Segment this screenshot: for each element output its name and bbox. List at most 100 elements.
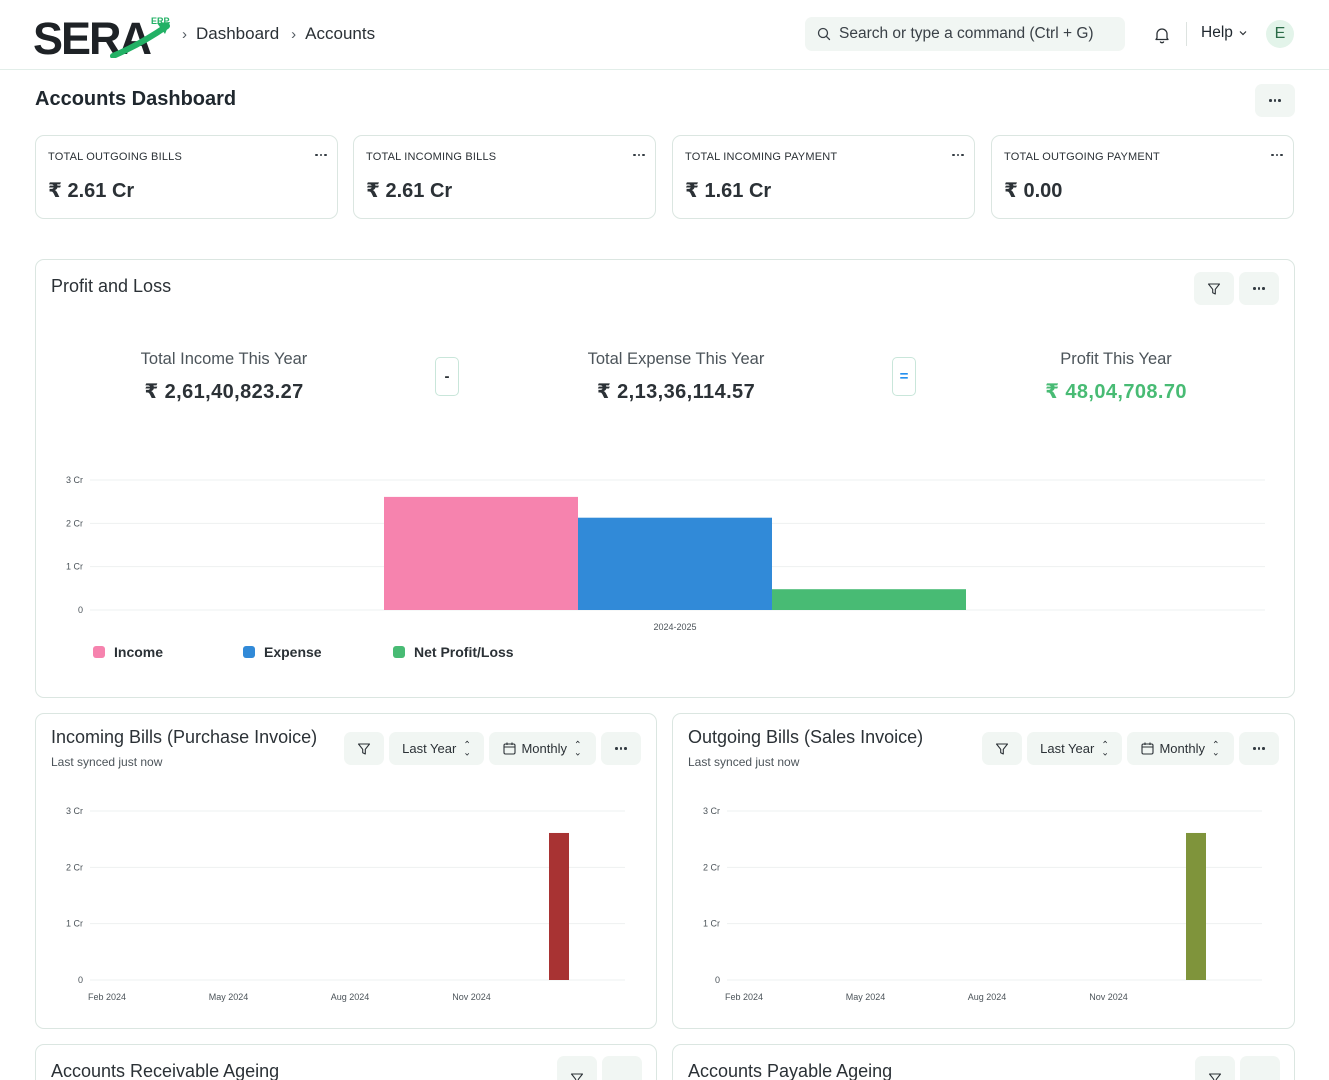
card-label: Total Outgoing Bills (48, 151, 182, 163)
profit-loss-widget: Profit and Loss Total Income This Year ₹… (35, 259, 1295, 698)
updown-chevron-icon: ⌃ ⌄ (463, 738, 471, 758)
bar-net-profit-loss (772, 589, 966, 610)
logo-sup: ERP (151, 16, 170, 26)
card-menu-icon[interactable] (313, 150, 329, 160)
filter-button[interactable] (982, 732, 1022, 765)
filter-button[interactable] (1195, 1056, 1235, 1080)
summary-value: ₹ 48,04,708.70 (1045, 381, 1187, 403)
summary-label: Total Income This Year (140, 350, 308, 368)
x-tick-label: Feb 2024 (725, 992, 763, 1002)
y-tick-label: 1 Cr (703, 919, 720, 929)
summary-label: Total Expense This Year (587, 350, 765, 368)
logo-text: SERA (33, 13, 152, 58)
avatar[interactable]: E (1266, 20, 1294, 48)
notification-bell-icon[interactable] (1152, 25, 1172, 45)
x-tick-label: May 2024 (209, 992, 249, 1002)
legend-swatch (243, 646, 255, 658)
help-label: Help (1201, 24, 1233, 41)
breadcrumb-dashboard[interactable]: Dashboard (196, 24, 280, 43)
summary-label: Profit This Year (1060, 350, 1172, 368)
legend-label: Expense (264, 644, 322, 660)
help-dropdown[interactable]: Help (1201, 24, 1248, 42)
legend-net-profit-loss[interactable]: Net Profit/Loss (393, 644, 514, 660)
widget-menu-button[interactable] (602, 1056, 642, 1080)
y-tick-label: 0 (78, 605, 83, 615)
breadcrumb: › Dashboard › Accounts (180, 24, 385, 44)
interval-select[interactable]: Monthly ⌃ ⌄ (489, 732, 596, 765)
bar-jan-2025 (549, 832, 569, 980)
filter-button[interactable] (1194, 272, 1234, 305)
sera-erp-logo[interactable]: SERA ERP (33, 12, 173, 58)
timespan-select[interactable]: Last Year ⌃ ⌄ (389, 732, 484, 765)
widget-title: Accounts Receivable Ageing (51, 1061, 280, 1080)
summary-value: ₹ 2,61,40,823.27 (144, 381, 304, 403)
widget-menu-button[interactable] (601, 732, 641, 765)
widget-title: Outgoing Bills (Sales Invoice) (688, 727, 924, 747)
y-tick-label: 0 (715, 975, 720, 985)
card-label: Total Outgoing Payment (1004, 151, 1160, 163)
widget-title: Profit and Loss (51, 276, 172, 296)
x-tick-label: Feb 2024 (88, 992, 126, 1002)
widget-title: Incoming Bills (Purchase Invoice) (51, 727, 318, 747)
interval-value: Monthly (1159, 741, 1205, 756)
number-card-outgoing-payment: Total Outgoing Payment ₹ 0.00 (991, 135, 1294, 219)
filter-icon (995, 742, 1009, 755)
filter-icon (570, 1072, 584, 1080)
updown-chevron-icon: ⌃ ⌄ (573, 738, 582, 758)
card-value: ₹ 2.61 Cr (48, 180, 135, 202)
x-tick-label: Aug 2024 (331, 992, 370, 1002)
x-tick-label: 2024-2025 (653, 622, 696, 632)
card-menu-icon[interactable] (950, 150, 966, 160)
search-input[interactable]: Search or type a command (Ctrl + G) (805, 17, 1125, 51)
widget-title: Accounts Payable Ageing (688, 1061, 893, 1080)
legend-label: Income (114, 644, 164, 660)
number-card-incoming-payment: Total Incoming Payment ₹ 1.61 Cr (672, 135, 975, 219)
last-synced-text: Last synced just now (688, 755, 800, 769)
legend-income[interactable]: Income (93, 644, 163, 660)
accounts-payable-ageing-widget: Accounts Payable Ageing (672, 1044, 1295, 1080)
accounts-receivable-ageing-widget: Accounts Receivable Ageing (35, 1044, 657, 1080)
timespan-value: Last Year (1040, 741, 1095, 756)
interval-value: Monthly (521, 741, 567, 756)
y-tick-label: 0 (78, 975, 83, 985)
summary-value: ₹ 2,13,36,114.57 (596, 381, 756, 403)
y-tick-label: 3 Cr (66, 475, 83, 485)
filter-icon (1207, 282, 1221, 295)
page-title: Accounts Dashboard (35, 88, 237, 110)
card-value: ₹ 1.61 Cr (685, 180, 772, 202)
timespan-select[interactable]: Last Year ⌃ ⌄ (1027, 732, 1122, 765)
updown-chevron-icon: ⌃ ⌄ (1211, 738, 1220, 758)
filter-button[interactable] (344, 732, 384, 765)
legend-expense[interactable]: Expense (243, 644, 322, 660)
calendar-icon (1141, 742, 1155, 755)
card-menu-icon[interactable] (631, 150, 647, 160)
chevron-right-icon: › (291, 25, 297, 43)
breadcrumb-accounts[interactable]: Accounts (305, 24, 376, 43)
card-label: Total Incoming Bills (366, 151, 497, 163)
widget-menu-button[interactable] (1240, 1056, 1280, 1080)
bills-charts: 0 1 Cr 2 Cr 3 Cr Feb 2024 May 2024 Aug 2024 Nov… (66, 806, 1262, 1002)
page-menu-button[interactable] (1255, 84, 1295, 117)
total-income-summary: Total Income This Year ₹ 2,61,40,823.27 (124, 350, 324, 404)
widget-menu-button[interactable] (1239, 272, 1279, 305)
search-icon (817, 27, 831, 41)
y-tick-label: 1 Cr (66, 562, 83, 572)
updown-chevron-icon: ⌃ ⌄ (1101, 738, 1109, 758)
chevron-right-icon: › (182, 25, 187, 43)
interval-select[interactable]: Monthly ⌃ ⌄ (1127, 732, 1234, 765)
profit-summary: Profit This Year ₹ 48,04,708.70 (1016, 350, 1216, 404)
bar-income (384, 496, 578, 610)
minus-operator: - (435, 357, 459, 396)
card-value: ₹ 2.61 Cr (366, 180, 453, 202)
number-card-outgoing-bills: Total Outgoing Bills ₹ 2.61 Cr (35, 135, 338, 219)
widget-menu-button[interactable] (1239, 732, 1279, 765)
equals-operator: = (892, 357, 916, 396)
calendar-icon (503, 742, 517, 755)
card-label: Total Incoming Payment (685, 151, 838, 163)
navbar: SERA ERP › Dashboard › Accounts Search o… (0, 0, 1329, 70)
last-synced-text: Last synced just now (51, 755, 163, 769)
y-tick-label: 3 Cr (66, 806, 83, 816)
card-menu-icon[interactable] (1269, 150, 1285, 160)
y-tick-label: 2 Cr (66, 518, 83, 528)
filter-button[interactable] (557, 1056, 597, 1080)
